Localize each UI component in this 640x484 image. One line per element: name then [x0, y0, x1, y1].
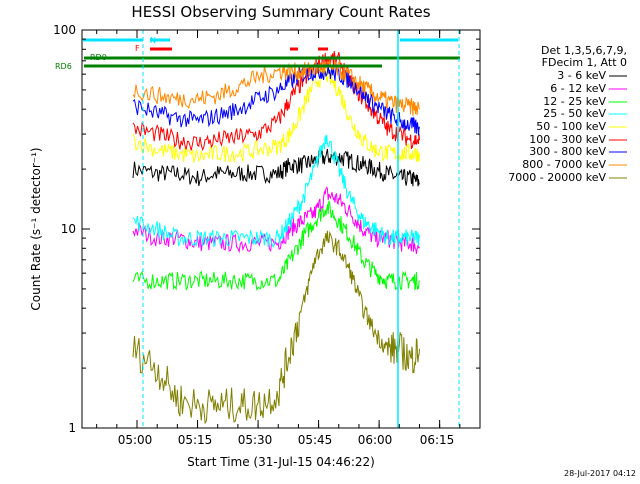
- x-tick-label: 05:00: [118, 433, 153, 447]
- series-line: [132, 148, 420, 187]
- legend-entry-label: 800 - 7000 keV: [522, 158, 606, 171]
- legend-entry-label: 3 - 6 keV: [557, 69, 606, 82]
- legend: 3 - 6 keV 6 - 12 keV 12 - 25 keV 25 - 50…: [508, 69, 627, 184]
- y-tick-label: 1: [68, 421, 76, 435]
- x-tick-label: 06:15: [420, 433, 455, 447]
- legend-entry-label: 50 - 100 keV: [536, 120, 606, 133]
- legend-entry-label: 12 - 25 keV: [543, 95, 606, 108]
- x-tick-label: 06:00: [358, 433, 393, 447]
- legend-header-line: FDecim 1, Att 0: [542, 56, 627, 69]
- series-line: [132, 134, 420, 249]
- flag-layer: [83, 30, 460, 428]
- series-line: [132, 230, 420, 425]
- flag-label-n: N: [150, 36, 156, 45]
- series-line: [132, 66, 420, 163]
- chart-title: HESSI Observing Summary Count Rates: [131, 3, 430, 21]
- legend-header-line: Det 1,3,5,6,7,9,: [541, 44, 627, 57]
- x-axis-label: Start Time (31-Jul-15 04:46:22): [187, 455, 375, 469]
- flag-label-rd0: RD0: [90, 53, 107, 62]
- x-tick-label: 05:30: [238, 433, 273, 447]
- series-layer: [132, 50, 420, 425]
- series-line: [132, 62, 420, 136]
- tick-layer: [82, 29, 481, 429]
- x-tick-label: 05:15: [178, 433, 213, 447]
- legend-entry-label: 7000 - 20000 keV: [508, 171, 606, 184]
- legend-entry-label: 6 - 12 keV: [550, 82, 606, 95]
- flag-label-f: F: [135, 44, 140, 53]
- y-axis-label: Count Rate (s⁻¹ detector⁻¹): [29, 147, 43, 310]
- timestamp: 28-Jul-2017 04:12: [564, 469, 636, 478]
- y-tick-label: 10: [61, 222, 76, 236]
- y-tick-label: 100: [53, 23, 76, 37]
- series-line: [132, 60, 420, 116]
- x-tick-label: 05:45: [298, 433, 333, 447]
- flag-label-rd6: RD6: [55, 62, 72, 71]
- legend-entry-label: 25 - 50 keV: [543, 107, 606, 120]
- series-line: [132, 200, 420, 292]
- legend-entry-label: 100 - 300 keV: [529, 133, 606, 146]
- legend-entry-label: 300 - 800 keV: [529, 145, 606, 158]
